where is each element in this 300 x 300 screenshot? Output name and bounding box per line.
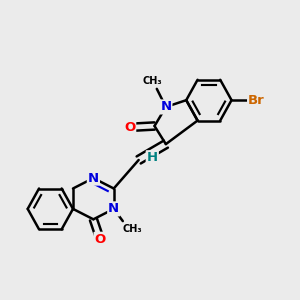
Text: O: O xyxy=(124,121,135,134)
Text: CH₃: CH₃ xyxy=(142,76,162,86)
Text: H: H xyxy=(147,151,158,164)
Text: N: N xyxy=(108,202,119,215)
Text: CH₃: CH₃ xyxy=(122,224,142,234)
Text: O: O xyxy=(94,233,106,246)
Text: Br: Br xyxy=(248,94,265,107)
Text: N: N xyxy=(160,100,171,113)
Text: N: N xyxy=(88,172,99,184)
